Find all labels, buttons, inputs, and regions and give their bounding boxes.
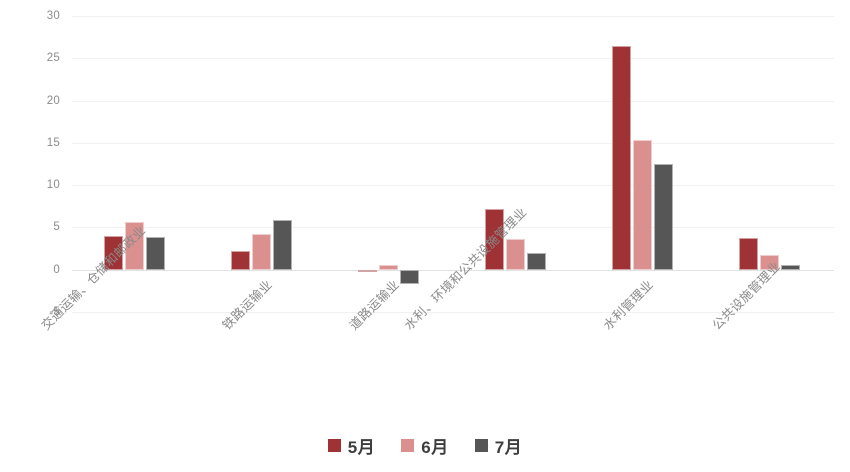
legend-label: 5月 [347,438,376,457]
gridline [72,227,834,229]
gridline [72,185,834,187]
y-axis-tick-label: 20 [46,94,60,107]
gridline [72,16,834,17]
bar [124,222,145,270]
gridline [72,142,834,144]
chart-legend: 5月 6月 7月 [0,433,850,458]
bar [527,252,547,270]
y-axis-tick-label: 0 [53,263,60,276]
bar [654,164,674,270]
bar [484,208,504,270]
legend-swatch-icon [401,439,415,452]
legend-label: 6月 [421,438,449,457]
zero-line [72,269,834,271]
legend-item[interactable]: 7月 [474,433,523,458]
plot-area [72,16,834,313]
gridline [72,100,834,102]
legend-swatch-icon [474,439,488,452]
y-axis-tick-label: 10 [46,179,60,192]
bar [759,255,780,270]
bar [611,45,631,270]
bar [357,269,377,273]
legend-item[interactable]: 6月 [401,433,448,458]
bar [251,234,272,270]
bar [146,236,166,270]
bar [230,251,250,270]
bar [400,269,420,285]
legend-swatch-icon [327,439,341,452]
y-axis-tick-label: 5 [53,221,60,234]
y-axis-tick-label: 25 [46,52,60,65]
bar [781,265,801,270]
bar [378,264,399,270]
y-axis-tick-label: 30 [46,10,60,22]
bar [273,219,293,270]
bar [103,235,123,270]
bar [738,238,758,270]
legend-item[interactable]: 5月 [327,433,376,458]
y-axis-tick-label: 15 [46,136,60,149]
bar [505,239,526,270]
y-axis-tick-label: -5 [49,306,60,318]
gridline [72,58,834,60]
legend-label: 7月 [494,438,523,457]
bar [632,140,653,270]
gridline [72,312,834,313]
